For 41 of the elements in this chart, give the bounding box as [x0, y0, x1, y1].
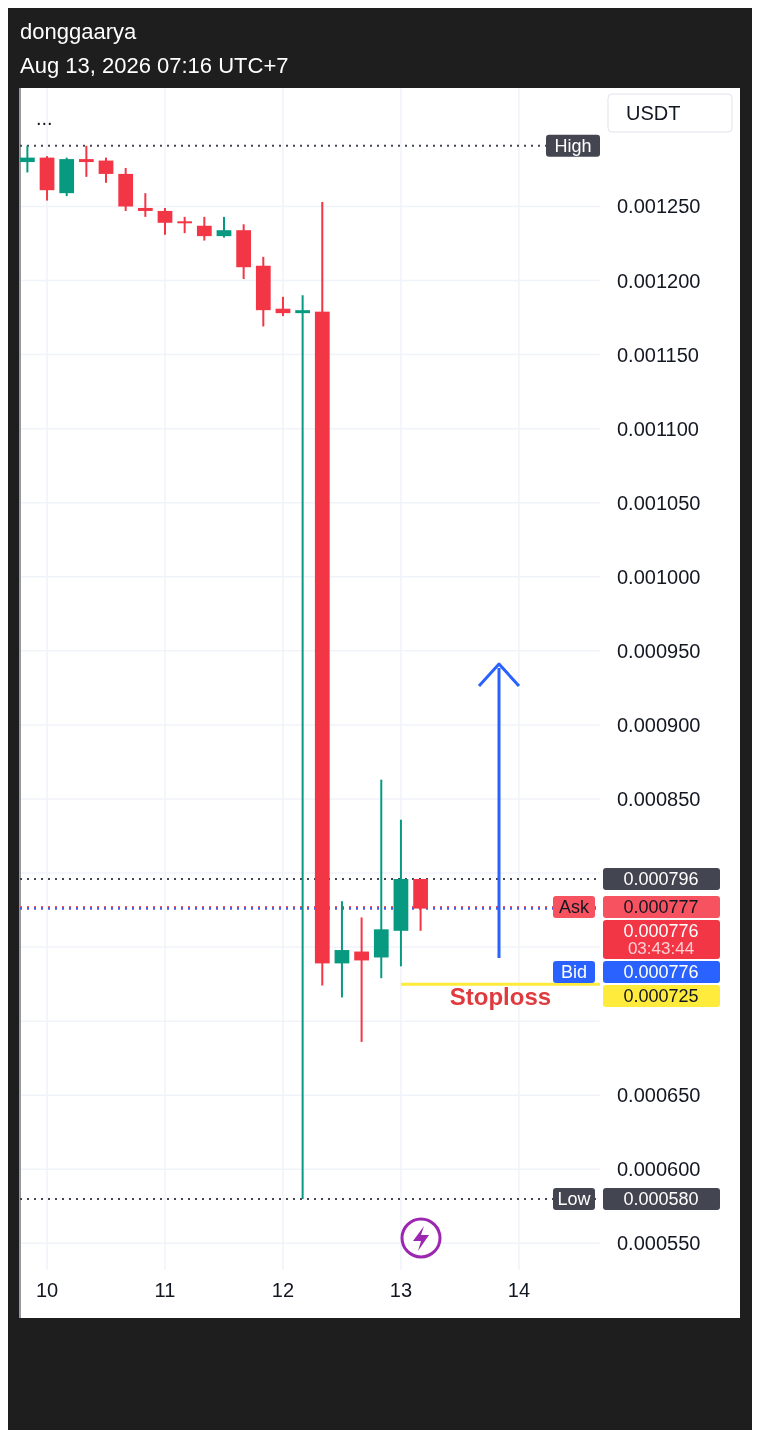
y-tick-label: 0.001100 — [617, 417, 699, 440]
x-tick-label: 10 — [35, 1279, 59, 1301]
candlestick — [196, 215, 212, 242]
text: Ask 0.000777 — [558, 897, 699, 918]
y-tick-label: 0.000600 — [617, 1158, 701, 1181]
y-tick-label: 0.001000 — [617, 565, 701, 588]
y-tick-label: 0.000950 — [617, 639, 701, 662]
x-tick-label: 14 — [507, 1279, 531, 1301]
annotation: ... — [36, 107, 53, 129]
ref-line-label: 0.000796 — [623, 869, 699, 890]
y-tick-label: 0.001150 — [617, 343, 699, 366]
x-tick-label: 12 — [271, 1279, 295, 1301]
chart-subtitle: Aug 13, 2026 07:16 UTC+7 — [20, 53, 289, 78]
y-tick-label: 0.001050 — [617, 491, 701, 514]
ref-line-label: 0.000776 — [623, 921, 699, 942]
y-tick-label: 0.000900 — [617, 713, 701, 736]
y-tick-label: 0.000650 — [617, 1084, 701, 1107]
y-axis-title: USDT — [626, 102, 681, 124]
x-tick-label: 13 — [389, 1279, 413, 1301]
candlestick — [20, 144, 35, 174]
y-tick-label: 0.001250 — [617, 195, 701, 218]
ref-line-label: High — [554, 136, 592, 157]
legend-label: Stoploss — [449, 983, 552, 1011]
y-tick-label: 0.000550 — [617, 1232, 701, 1255]
text: Low 0.000580 — [557, 1189, 699, 1210]
candlestick — [354, 916, 369, 1043]
y-tick-label: 0.000850 — [617, 787, 701, 810]
candlestick — [334, 900, 350, 999]
candlestick — [295, 294, 310, 1200]
candlestick — [157, 206, 173, 236]
x-tick-label: 11 — [154, 1279, 176, 1301]
candlestick — [216, 215, 232, 239]
candlestick — [137, 192, 153, 218]
text: 03:43:44 — [627, 939, 695, 959]
candlestick — [98, 156, 114, 184]
y-tick-label: 0.001200 — [617, 269, 701, 292]
chart-title: donggaarya — [20, 19, 137, 44]
text: Bid 0.000776 — [560, 962, 699, 983]
candlestick — [373, 778, 389, 980]
data-label: 0.000725 — [623, 986, 699, 1007]
candlestick — [78, 144, 94, 178]
